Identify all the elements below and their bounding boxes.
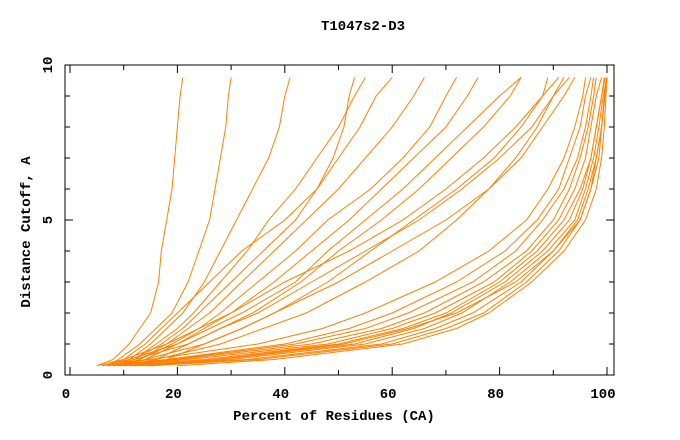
series-line-25 (107, 77, 393, 367)
series-line-19 (112, 77, 291, 367)
series-line-10 (112, 77, 595, 367)
series-line-22 (123, 77, 479, 367)
series-line-1 (134, 77, 608, 367)
axis-ticks (65, 64, 614, 376)
x-tick-label: 60 (380, 387, 397, 403)
series-line-7 (102, 77, 586, 367)
x-tick-label: 100 (590, 387, 615, 403)
x-tick-label: 20 (165, 387, 182, 403)
series-line-27 (123, 77, 458, 367)
series-line-23 (128, 77, 522, 367)
series-line-17 (96, 77, 184, 367)
series-line-15 (102, 77, 522, 367)
x-tick-label: 0 (62, 387, 70, 403)
y-tick-label: 5 (41, 216, 57, 224)
y-tick-label: 0 (41, 371, 57, 379)
series-line-5 (177, 77, 608, 367)
series-line-2 (112, 77, 597, 367)
chart-title: T1047s2-D3 (321, 19, 405, 35)
x-tick-label: 80 (487, 387, 504, 403)
series-line-21 (118, 77, 425, 367)
series-lines (96, 77, 608, 367)
series-line-18 (107, 77, 232, 367)
series-line-20 (112, 77, 366, 367)
x-axis-label: Percent of Residues (CA) (233, 409, 435, 425)
x-tick-labels: 0 20 40 60 80 100 (62, 387, 616, 403)
y-axis-label: Distance Cutoff, A (19, 156, 35, 308)
x-tick-label: 40 (272, 387, 289, 403)
series-line-4 (107, 77, 592, 367)
y-tick-labels: 0 5 10 (41, 57, 57, 380)
series-line-24 (134, 77, 549, 367)
series-line-11 (139, 77, 608, 367)
series-line-8 (129, 77, 606, 367)
series-line-16 (123, 77, 565, 367)
series-line-26 (118, 77, 356, 367)
y-tick-label: 10 (41, 57, 57, 74)
series-line-6 (118, 77, 603, 367)
